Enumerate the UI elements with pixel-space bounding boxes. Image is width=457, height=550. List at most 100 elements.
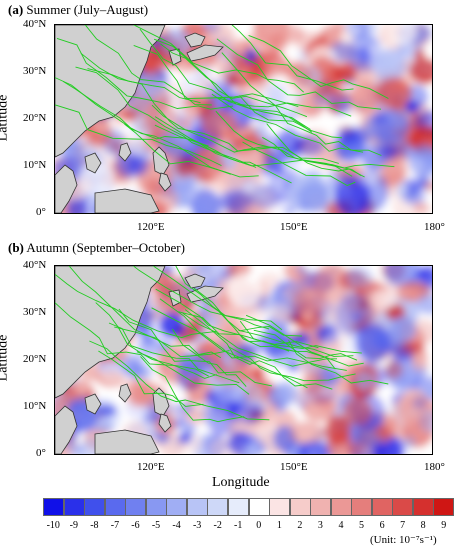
typhoon-track bbox=[215, 110, 362, 176]
colorbar-cell bbox=[207, 498, 229, 516]
panel-b-map-svg bbox=[55, 266, 432, 454]
panel-a-ytick-30: 30°N bbox=[23, 65, 47, 77]
panel-a-map bbox=[54, 24, 433, 214]
colorbar-cell bbox=[145, 498, 167, 516]
panel-b-ytick-0: 0° bbox=[36, 447, 46, 459]
typhoon-track bbox=[151, 307, 338, 364]
colorbar-cell bbox=[433, 498, 455, 516]
panel-a-xtick-150: 150°E bbox=[280, 221, 308, 233]
panel-a-title-letter: (a) bbox=[8, 2, 24, 17]
panel-b-xtick-120: 120°E bbox=[137, 461, 165, 473]
panel-b-xtick-150: 150°E bbox=[280, 461, 308, 473]
typhoon-track bbox=[242, 141, 356, 186]
colorbar-label: -7 bbox=[110, 520, 120, 531]
typhoon-track bbox=[114, 326, 230, 358]
typhoon-track bbox=[95, 302, 217, 379]
colorbar-label: 5 bbox=[359, 520, 365, 531]
panel-a-ytick-10: 10°N bbox=[23, 159, 47, 171]
land-mass bbox=[55, 25, 166, 158]
colorbar-label: -8 bbox=[90, 520, 99, 531]
colorbar-cell bbox=[289, 498, 311, 516]
colorbar-cell bbox=[310, 498, 332, 516]
panel-b-ytick-30: 30°N bbox=[23, 306, 47, 318]
panel-a-ytick-40: 40°N bbox=[23, 18, 47, 30]
panel-a-ytick-20: 20°N bbox=[23, 112, 47, 124]
colorbar-label: 2 bbox=[297, 520, 303, 531]
colorbar-cell bbox=[371, 498, 393, 516]
panel-b-title: (b) Autumn (September–October) bbox=[8, 240, 185, 256]
typhoon-track bbox=[193, 287, 303, 337]
land-mass bbox=[118, 142, 132, 162]
typhoon-track bbox=[171, 328, 247, 387]
panel-a-ylabel: Latitude bbox=[0, 94, 11, 142]
typhoon-track bbox=[288, 340, 389, 385]
colorbar-label: 4 bbox=[338, 520, 344, 531]
typhoon-track bbox=[159, 298, 308, 389]
typhoon-track bbox=[89, 340, 270, 421]
typhoon-track bbox=[132, 266, 283, 331]
typhoon-track bbox=[56, 37, 234, 110]
colorbar-cell bbox=[330, 498, 352, 516]
panel-b-map bbox=[54, 265, 433, 455]
typhoon-track bbox=[238, 95, 343, 139]
colorbar-label: 0 bbox=[256, 520, 262, 531]
colorbar-label: -3 bbox=[192, 520, 202, 531]
typhoon-track bbox=[182, 312, 347, 371]
land-mass bbox=[94, 188, 160, 213]
typhoon-track bbox=[238, 329, 354, 357]
panel-a-map-svg bbox=[55, 25, 432, 213]
colorbar-cell bbox=[351, 498, 373, 516]
typhoon-track bbox=[55, 77, 231, 175]
typhoon-track bbox=[184, 309, 333, 390]
typhoon-track bbox=[245, 314, 364, 367]
colorbar-label: 7 bbox=[400, 520, 406, 531]
panel-a-xtick-120: 120°E bbox=[137, 221, 165, 233]
typhoon-track bbox=[98, 350, 204, 407]
colorbar-label: 10 bbox=[453, 520, 457, 531]
panel-b-ytick-20: 20°N bbox=[23, 353, 47, 365]
land-mass bbox=[84, 152, 102, 174]
land-mass bbox=[158, 172, 172, 192]
typhoon-track bbox=[84, 25, 212, 106]
typhoon-track bbox=[262, 136, 395, 169]
typhoon-track bbox=[87, 68, 201, 104]
colorbar-cell bbox=[269, 498, 291, 516]
typhoon-track bbox=[140, 356, 245, 423]
colorbar-cell bbox=[84, 498, 106, 516]
colorbar-label: 6 bbox=[379, 520, 385, 531]
colorbar-label: -4 bbox=[172, 520, 181, 531]
colorbar-cell bbox=[392, 498, 414, 516]
colorbar-unit: (Unit: 10⁻⁷s⁻¹) bbox=[370, 534, 437, 546]
colorbar-cell bbox=[227, 498, 249, 516]
colorbar-label: -1 bbox=[234, 520, 243, 531]
typhoon-track bbox=[216, 38, 382, 110]
land-mass bbox=[94, 429, 160, 454]
typhoon-track bbox=[118, 308, 272, 387]
colorbar-cell bbox=[104, 498, 126, 516]
colorbar-label: -6 bbox=[131, 520, 140, 531]
typhoon-track bbox=[253, 329, 358, 361]
typhoon-track bbox=[151, 104, 339, 164]
colorbar-cell bbox=[186, 498, 208, 516]
typhoon-track bbox=[175, 266, 270, 330]
typhoon-track bbox=[153, 38, 308, 118]
colorbar-label: -2 bbox=[213, 520, 222, 531]
typhoon-track bbox=[227, 346, 356, 382]
panel-a-title-text: Summer (July–August) bbox=[23, 2, 149, 17]
typhoon-track bbox=[136, 351, 250, 395]
land-mass bbox=[55, 405, 78, 454]
panel-b-ytick-10: 10°N bbox=[23, 400, 47, 412]
typhoon-track bbox=[155, 288, 319, 349]
typhoon-track bbox=[133, 44, 299, 108]
typhoon-track bbox=[139, 28, 311, 130]
colorbar-label: -5 bbox=[151, 520, 161, 531]
colorbar-label: 8 bbox=[420, 520, 426, 531]
land-mass bbox=[184, 32, 206, 48]
typhoon-track bbox=[108, 322, 240, 384]
typhoon-track bbox=[266, 123, 365, 178]
land-mass bbox=[118, 383, 132, 403]
colorbar-cell bbox=[412, 498, 434, 516]
land-mass bbox=[158, 413, 172, 433]
colorbar-label: -10 bbox=[46, 520, 60, 531]
typhoon-track bbox=[154, 116, 353, 177]
